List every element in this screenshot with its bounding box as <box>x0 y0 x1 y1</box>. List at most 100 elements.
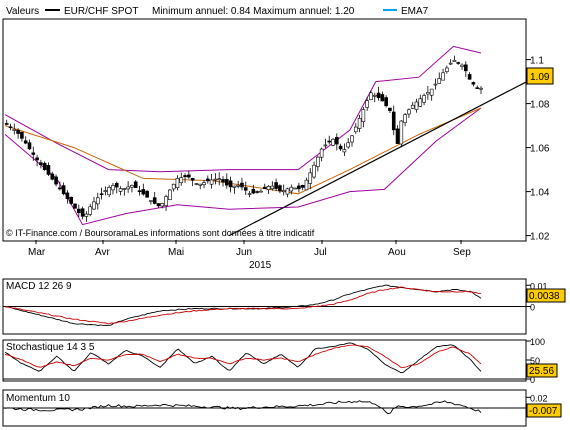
candle-up <box>369 92 373 100</box>
legend-ema: EMA7 <box>401 6 429 17</box>
candle-down <box>23 140 28 144</box>
candle-up <box>331 138 335 146</box>
candle-down <box>255 191 259 193</box>
candle-up <box>304 179 309 191</box>
price-x-tick-label: Jun <box>236 247 252 258</box>
candle-down <box>456 62 461 64</box>
candle-down <box>335 136 339 145</box>
candle-down <box>297 185 301 190</box>
ema7-line <box>4 107 482 195</box>
candle-down <box>69 196 74 204</box>
candle-down <box>240 182 244 188</box>
candle-down <box>141 189 146 195</box>
candle-down <box>391 111 396 131</box>
indicator-y-tick-label: 50 <box>530 356 540 366</box>
candle-down <box>77 208 81 214</box>
candle-down <box>183 175 187 178</box>
candle-down <box>31 152 36 155</box>
last-price-box <box>526 67 554 85</box>
candle-down <box>327 140 332 143</box>
candle-down <box>274 182 278 189</box>
indicator-y-tick-label: 0 <box>530 303 535 313</box>
candle-up <box>209 179 214 185</box>
candle-up <box>107 187 111 196</box>
candle-up <box>426 92 430 95</box>
candle-down <box>4 123 9 125</box>
stochastic-k-line <box>4 342 482 374</box>
candle-down <box>300 184 305 188</box>
momentum-panel: 0.020 Momentum 10 -0.007 <box>2 389 562 427</box>
candle-down <box>221 179 225 183</box>
indicator-y-tick-label: 0.02 <box>530 393 548 403</box>
candle-down <box>475 87 480 89</box>
stochastic-last-box <box>526 363 558 378</box>
price-series <box>4 45 527 237</box>
candle-up <box>84 213 89 217</box>
candle-down <box>395 128 400 144</box>
candle-down <box>137 190 142 192</box>
candle-up <box>319 148 324 158</box>
macd-last-label: 0.0038 <box>529 291 560 302</box>
candle-up <box>130 184 134 188</box>
candle-down <box>39 162 43 166</box>
candle-up <box>323 144 328 147</box>
candle-down <box>133 181 138 188</box>
candle-up <box>346 142 351 148</box>
candle-up <box>312 164 316 178</box>
momentum-series <box>3 400 526 415</box>
candle-up <box>259 190 263 193</box>
stochastic-series <box>3 342 526 380</box>
candle-down <box>145 190 149 198</box>
candle-up <box>88 206 92 215</box>
candle-up <box>342 149 347 153</box>
indicator-y-tick-label: 0 <box>530 375 535 385</box>
candle-down <box>224 179 229 186</box>
candle-down <box>58 187 62 190</box>
candle-up <box>164 196 168 206</box>
last-price-label: 1.09 <box>530 72 550 83</box>
candle-down <box>65 192 70 199</box>
candle-up <box>479 87 483 90</box>
candle-up <box>448 62 453 65</box>
price-y-tick-label: 1.02 <box>530 232 550 243</box>
candle-up <box>285 188 290 195</box>
candle-up <box>247 193 252 195</box>
candle-up <box>122 188 127 190</box>
candle-up <box>429 88 434 96</box>
candle-up <box>361 109 366 122</box>
candle-down <box>114 183 119 188</box>
candle-up <box>357 118 362 129</box>
candle-down <box>187 174 191 178</box>
macd-title: MACD 12 26 9 <box>6 281 72 292</box>
candle-down <box>152 197 157 204</box>
candle-up <box>308 172 313 184</box>
candle-up <box>418 98 423 107</box>
candle-up <box>445 67 449 72</box>
candle-up <box>452 59 457 62</box>
candle-down <box>243 187 248 191</box>
candle-down <box>228 180 233 188</box>
candle-up <box>460 64 464 67</box>
candle-down <box>380 94 385 102</box>
chart-credit: © IT-Finance.com / BoursoramaLes informa… <box>6 228 315 238</box>
candle-down <box>16 129 20 134</box>
trendline <box>228 81 527 237</box>
candle-down <box>464 64 468 72</box>
price-x-tick-label: Jul <box>314 247 327 258</box>
candle-down <box>27 142 32 150</box>
legend-symbol: EUR/CHF SPOT <box>64 6 138 17</box>
bollinger-upper-line <box>4 45 482 173</box>
candle-up <box>270 185 275 189</box>
stochastic-last-label: 25.56 <box>529 366 554 377</box>
candle-up <box>422 95 426 103</box>
candle-up <box>407 109 411 115</box>
candle-up <box>293 187 297 190</box>
candle-up <box>202 182 206 185</box>
candle-down <box>262 186 267 190</box>
price-y-tick-label: 1.1 <box>530 56 544 67</box>
candle-down <box>73 203 77 209</box>
candle-up <box>160 203 165 207</box>
candle-up <box>95 197 100 205</box>
candle-up <box>437 78 442 84</box>
candle-down <box>46 165 51 175</box>
